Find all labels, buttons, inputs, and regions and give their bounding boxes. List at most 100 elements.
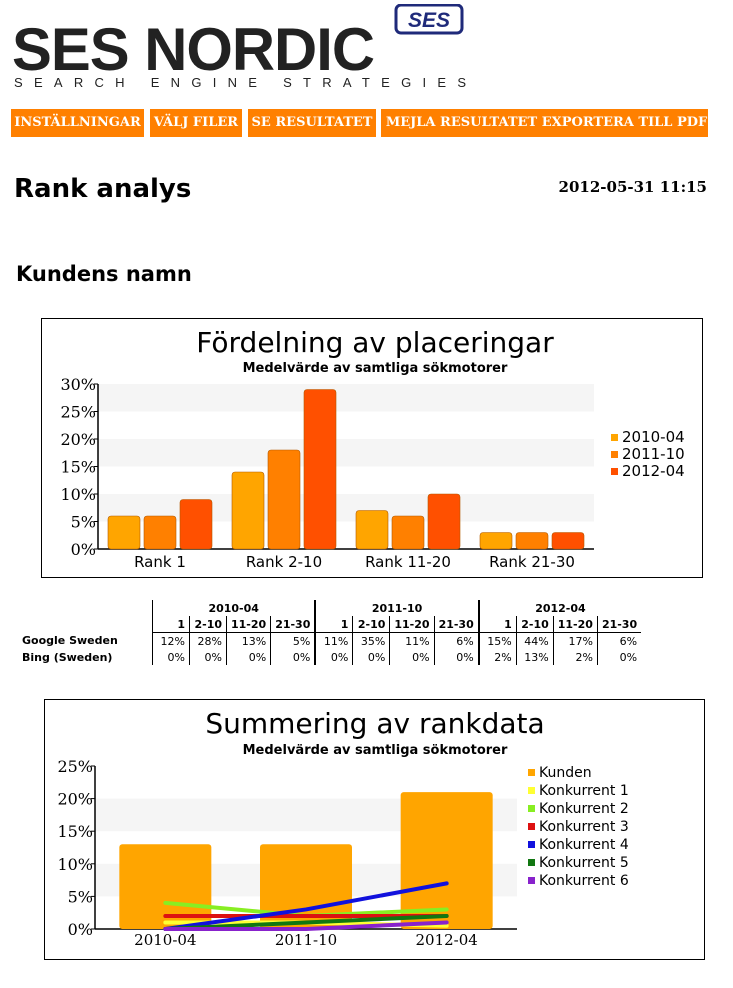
bar-2012-04-rank-2-10 bbox=[303, 389, 337, 550]
table-column-header: 1 bbox=[477, 616, 517, 633]
legend-swatch-konkurrent-4 bbox=[528, 841, 535, 848]
bar-kunden-2010-04 bbox=[119, 844, 212, 929]
bar-2011-10-rank-11-20 bbox=[391, 515, 425, 550]
table-cell: 0% bbox=[389, 649, 435, 665]
line-konkurrent-4 bbox=[163, 881, 449, 931]
chart-title: Summering av rankdata bbox=[205, 707, 544, 740]
bar-kunden-2011-10 bbox=[260, 844, 352, 929]
y-tick-label: 0% bbox=[68, 920, 93, 939]
table-cell: 13% bbox=[225, 632, 271, 649]
table-cell: 35% bbox=[352, 632, 390, 649]
y-tick-label: 5% bbox=[71, 513, 96, 532]
legend-label-2012-04: 2012-04 bbox=[622, 462, 685, 480]
legend-label-konkurrent-2: Konkurrent 2 bbox=[539, 801, 629, 817]
chart-subtitle: Medelvärde av samtliga sökmotorer bbox=[243, 743, 508, 758]
legend-label-konkurrent-6: Konkurrent 6 bbox=[539, 873, 629, 889]
legend-label-2010-04: 2010-04 bbox=[622, 428, 685, 446]
y-tick-label: 25% bbox=[60, 403, 96, 422]
y-tick-label: 20% bbox=[57, 790, 93, 809]
y-tick-label: 0% bbox=[71, 540, 96, 559]
table-cell: 12% bbox=[152, 632, 190, 649]
table-column-header: 2-10 bbox=[515, 616, 554, 633]
y-tick-label: 5% bbox=[68, 887, 93, 906]
nav-email-result-button[interactable]: MEJLA RESULTATET bbox=[381, 109, 542, 137]
table-column-header: 11-20 bbox=[552, 616, 598, 633]
table-engine-name: Bing (Sweden) bbox=[22, 650, 113, 664]
nav-select-files-button[interactable]: VÄLJ FILER bbox=[150, 109, 242, 137]
table-cell: 6% bbox=[433, 632, 479, 649]
table-corner bbox=[20, 616, 153, 633]
x-tick-label: Rank 2-10 bbox=[246, 553, 322, 571]
y-tick-label: 25% bbox=[57, 757, 93, 776]
table-column-row: 1 2-10 11-20 21-30 1 2-10 11-20 21-30 1 2-10 11-20… bbox=[20, 616, 642, 633]
table-cell: 5% bbox=[270, 632, 316, 649]
table-column-header: 2-10 bbox=[189, 616, 227, 633]
table-period-header: 2010-04 bbox=[152, 600, 316, 616]
x-tick-label: Rank 11-20 bbox=[365, 553, 451, 571]
ses-badge-box bbox=[394, 4, 464, 35]
line-konkurrent-5 bbox=[163, 913, 449, 931]
legend-label-kunden: Kunden bbox=[539, 765, 592, 781]
table-cell: 11% bbox=[389, 632, 435, 649]
bar-2010-04-rank-2-10 bbox=[231, 471, 265, 550]
line-konkurrent-6 bbox=[163, 920, 449, 931]
table-column-header: 1 bbox=[314, 616, 353, 633]
customer-name: Kundens namn bbox=[16, 262, 192, 286]
table-column-header: 21-30 bbox=[433, 616, 479, 633]
table-cell: 2% bbox=[477, 649, 517, 665]
ses-nordic-logo: SES NORDIC SEARCH ENGINE STRATEGIES SES bbox=[12, 4, 466, 90]
table-cell: 0% bbox=[352, 649, 390, 665]
table-cell: 0% bbox=[270, 649, 316, 665]
bar-2012-04-rank-21-30 bbox=[551, 532, 585, 550]
chart-title: Fördelning av placeringar bbox=[196, 326, 554, 359]
page-title: Rank analys bbox=[14, 174, 192, 204]
legend-label-konkurrent-4: Konkurrent 4 bbox=[539, 837, 629, 853]
report-timestamp: 2012-05-31 11:15 bbox=[558, 178, 707, 196]
table-corner bbox=[20, 600, 153, 616]
legend-swatch-konkurrent-3 bbox=[528, 823, 535, 830]
logo-wordmark: SES NORDIC bbox=[12, 16, 374, 83]
table-row: Google Sweden 12% 28% 13% 5% 11% 35% 11% 6% 15% 44… bbox=[20, 632, 642, 649]
ses-badge-text: SES bbox=[408, 9, 450, 32]
bar-2011-10-rank-2-10 bbox=[267, 449, 301, 550]
legend-label-konkurrent-3: Konkurrent 3 bbox=[539, 819, 629, 835]
summary-chart: Summering av rankdata Medelvärde av samtl… bbox=[44, 699, 705, 960]
table-period-row: 2010-04 2011-10 2012-04 bbox=[20, 600, 642, 616]
bar-2012-04-rank-11-20 bbox=[427, 493, 461, 550]
table-cell: 17% bbox=[552, 632, 598, 649]
x-tick-label: 2010-04 bbox=[134, 931, 196, 949]
legend-swatch-konkurrent-6 bbox=[528, 877, 535, 884]
y-tick-label: 10% bbox=[57, 855, 93, 874]
grid-band bbox=[98, 439, 594, 467]
table-column-header: 2-10 bbox=[352, 616, 390, 633]
legend-swatch-kunden bbox=[528, 769, 535, 776]
x-tick-label: 2011-10 bbox=[275, 931, 337, 949]
legend-swatch-konkurrent-2 bbox=[528, 805, 535, 812]
legend-label-konkurrent-1: Konkurrent 1 bbox=[539, 783, 629, 799]
table-cell: 0% bbox=[152, 649, 190, 665]
legend-swatch-konkurrent-1 bbox=[528, 787, 535, 794]
table-period-header: 2012-04 bbox=[477, 600, 642, 616]
table-column-header: 1 bbox=[152, 616, 190, 633]
chart-subtitle: Medelvärde av samtliga sökmotorer bbox=[243, 361, 508, 376]
legend-label-2011-10: 2011-10 bbox=[622, 445, 685, 463]
table-column-header: 21-30 bbox=[270, 616, 316, 633]
table-cell: 13% bbox=[515, 649, 554, 665]
y-tick-label: 15% bbox=[60, 458, 96, 477]
table-cell: 0% bbox=[314, 649, 353, 665]
table-cell: 0% bbox=[596, 649, 642, 665]
y-tick-label: 30% bbox=[60, 375, 96, 394]
bar-2012-04-rank-1 bbox=[179, 499, 213, 550]
nav-settings-button[interactable]: INSTÄLLNINGAR bbox=[11, 109, 144, 137]
y-tick-label: 10% bbox=[60, 485, 96, 504]
table-cell: 0% bbox=[189, 649, 227, 665]
table-row: Bing (Sweden) 0% 0% 0% 0% 0% 0% 0% 0% 2% 13% 2% 0% bbox=[20, 649, 642, 665]
y-tick-label: 20% bbox=[60, 430, 96, 449]
distribution-chart: Fördelning av placeringar Medelvärde av s… bbox=[41, 318, 703, 578]
nav-view-result-button[interactable]: SE RESULTATET bbox=[248, 109, 376, 137]
bar-2011-10-rank-21-30 bbox=[515, 532, 549, 550]
nav-export-pdf-button[interactable]: EXPORTERA TILL PDF bbox=[541, 109, 708, 137]
legend-swatch-2010-04 bbox=[611, 434, 618, 441]
legend-label-konkurrent-5: Konkurrent 5 bbox=[539, 855, 629, 871]
distribution-chart-svg: Fördelning av placeringar Medelvärde av s… bbox=[60, 326, 685, 571]
